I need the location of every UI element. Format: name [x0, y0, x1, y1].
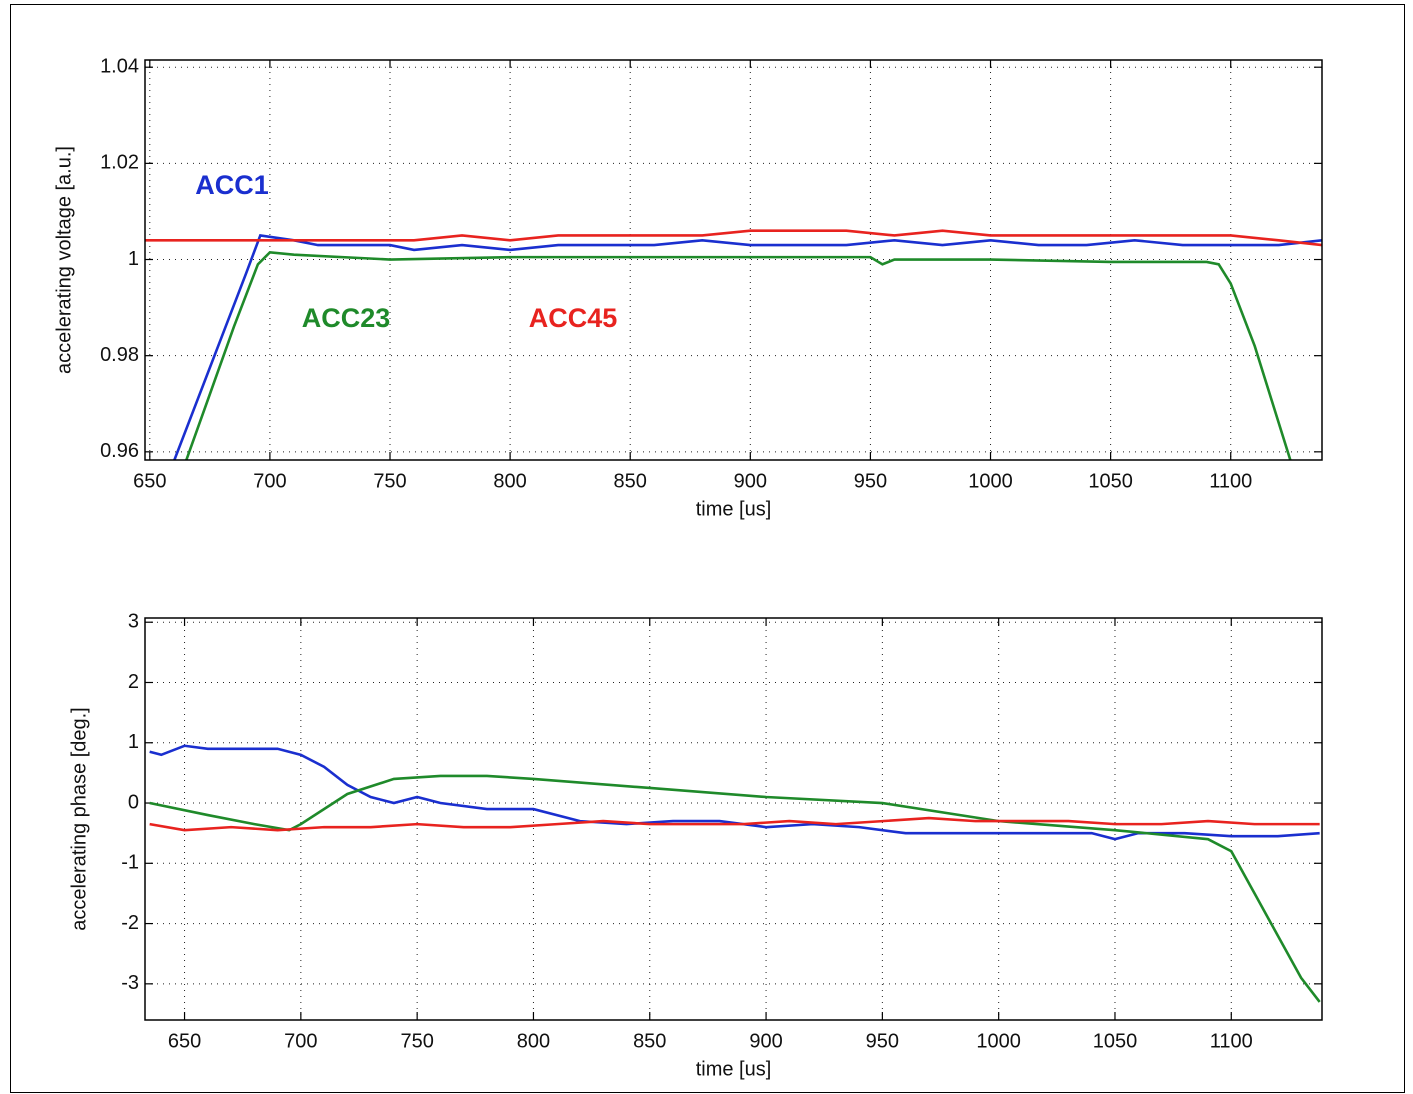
- y-axis-label: accelerating phase [deg.]: [68, 707, 90, 931]
- x-tick-label: 1100: [1210, 1030, 1253, 1052]
- series-line: [149, 744, 1320, 841]
- x-tick-label: 650: [168, 1030, 201, 1052]
- axes-frame: [144, 617, 1323, 1021]
- series-line: [145, 229, 1322, 247]
- y-tick-label: -2: [121, 912, 139, 934]
- x-tick-label: 950: [866, 1030, 899, 1052]
- x-tick-label: 650: [133, 470, 166, 492]
- x-tick-label: 900: [734, 470, 767, 492]
- x-tick-label: 1000: [968, 470, 1013, 492]
- y-tick-label: 3: [128, 611, 139, 633]
- series-line: [184, 250, 1292, 460]
- x-tick-label: 1100: [1209, 470, 1252, 492]
- y-tick-label: 2: [128, 671, 139, 693]
- x-tick-label: 900: [749, 1030, 782, 1052]
- y-tick-label: 0: [128, 791, 139, 813]
- x-tick-label: 800: [493, 470, 526, 492]
- x-tick-label: 1000: [976, 1030, 1021, 1052]
- y-tick-label: -3: [121, 972, 139, 994]
- y-axis-label: accelerating voltage [a.u.]: [53, 146, 75, 374]
- y-tick-label: 0.96: [100, 440, 139, 462]
- x-tick-label: 800: [517, 1030, 550, 1052]
- x-tick-label: 1050: [1088, 470, 1133, 492]
- x-tick-label: 700: [253, 470, 286, 492]
- x-tick-label: 950: [854, 470, 887, 492]
- x-tick-label: 850: [633, 1030, 666, 1052]
- x-tick-label: 700: [284, 1030, 317, 1052]
- y-tick-label: -1: [121, 852, 139, 874]
- y-tick-label: 1.04: [100, 55, 139, 77]
- x-tick-label: 1050: [1093, 1030, 1138, 1052]
- y-tick-label: 1: [128, 248, 139, 270]
- series-line: [149, 816, 1320, 832]
- x-axis-label: time [us]: [696, 498, 772, 520]
- y-tick-label: 1.02: [100, 152, 139, 174]
- plot-lines: [145, 229, 1322, 460]
- plot-area: [145, 618, 1322, 1020]
- series-label: ACC1: [195, 170, 269, 200]
- series-label: ACC23: [302, 303, 391, 333]
- x-tick-label: 750: [373, 470, 406, 492]
- figure-border: [10, 4, 1405, 1093]
- axes-frame: [144, 59, 1323, 461]
- y-tick-label: 1: [128, 731, 139, 753]
- x-tick-label: 850: [614, 470, 647, 492]
- plot-lines: [149, 744, 1321, 1003]
- x-tick-label: 750: [400, 1030, 433, 1052]
- x-axis-label: time [us]: [696, 1058, 772, 1080]
- y-tick-label: 0.98: [100, 344, 139, 366]
- series-label: ACC45: [529, 303, 618, 333]
